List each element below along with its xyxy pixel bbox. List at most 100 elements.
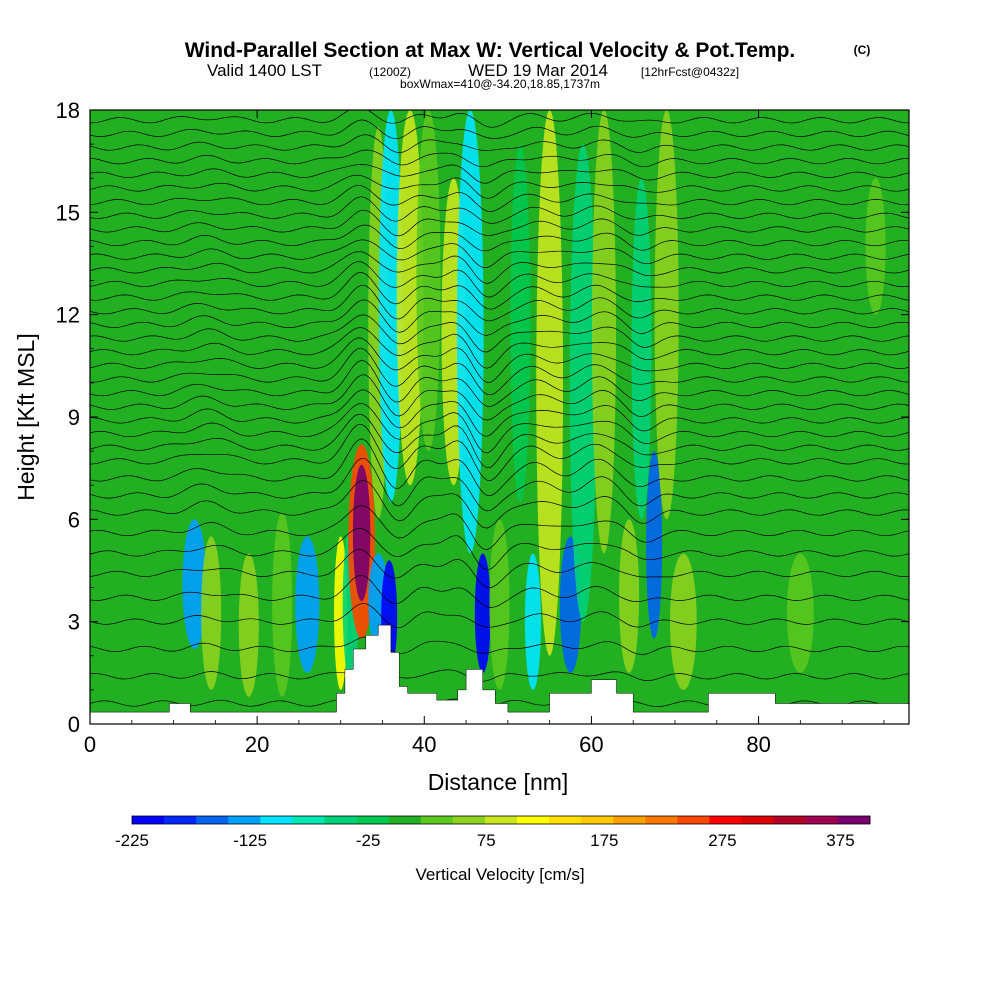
theta-contour [90,636,909,655]
velocity-cell [510,144,531,503]
x-tick-label: 20 [245,732,269,757]
y-tick-label: 15 [56,200,80,225]
colorbar-swatch [613,816,646,824]
chart-title: Wind-Parallel Section at Max W: Vertical… [185,39,796,62]
velocity-cell [865,178,886,315]
theta-contour [90,347,909,396]
theta-contour [90,272,909,310]
velocity-cell [352,464,371,602]
theta-contour [90,224,909,252]
theta-contour [90,528,909,571]
y-axis-label: Height [Kft MSL] [13,333,39,500]
y-tick-label: 12 [56,303,80,328]
theta-contour [90,209,909,237]
velocity-cell [646,451,663,639]
forecast-info: [12hrFcst@0432z] [641,65,739,79]
velocity-cell [536,110,564,656]
y-tick-label: 6 [68,507,80,532]
theta-contour [90,134,909,153]
theta-contour [90,299,909,336]
velocity-cell [272,512,293,697]
colorbar-swatch [356,816,390,824]
x-tick-label: 40 [412,732,436,757]
x-tick-label: 80 [746,732,770,757]
velocity-cell [654,110,679,520]
theta-contour [90,184,909,212]
theta-contour [90,438,909,496]
theta-contour [90,457,909,512]
theta-contour [90,119,909,140]
colorbar-swatch [228,816,261,824]
colorbar-swatch [741,816,775,824]
colorbar-tick-label: -225 [115,831,149,850]
colorbar-label: Vertical Velocity [cm/s] [415,865,584,884]
colorbar-tick-label: 375 [826,831,854,850]
colorbar-swatch [260,816,293,824]
theta-contour [90,603,909,629]
velocity-cell [631,178,652,520]
theta-contour [90,314,909,353]
colorbar-swatch [581,816,614,824]
theta-contour [90,374,909,421]
colorbar-swatch [645,816,678,824]
theta-contour [90,359,909,407]
theta-contour [90,251,909,284]
velocity-cell [378,110,403,503]
colorbar-swatch [837,816,871,824]
velocity-cell [456,110,484,554]
y-tick-label: 0 [68,712,80,737]
colorbar-frame [131,815,871,825]
colorbar-swatch [388,816,422,824]
theta-contour [90,480,909,529]
colorbar-tick-label: -25 [356,831,381,850]
colorbar-swatch [484,816,518,824]
colorbar-swatch [292,816,326,824]
velocity-cell [524,553,541,690]
colorbar-swatch [709,816,743,824]
theta-contour [90,149,909,168]
velocity-cell [669,553,697,690]
valid-date: WED 19 Mar 2014 [468,61,608,80]
y-tick-label: 3 [68,610,80,635]
theta-contour [90,423,909,481]
theta-contour [90,284,909,322]
theta-contour [90,669,909,682]
theta-contour [90,402,909,454]
colorbar-swatch [517,816,550,824]
colorbar-swatch [773,816,807,824]
copyright-mark: (C) [854,43,871,57]
colorbar-swatch [677,816,711,824]
theta-contour [90,549,909,588]
velocity-cell [295,536,320,673]
axes: 0 20 40 60 80 0 3 6 9 12 15 18 [56,98,909,757]
terrain [90,624,909,724]
colorbar-swatch [805,816,839,824]
theta-contour [90,174,909,199]
theta-contour [90,505,909,550]
box-max-info: boxWmax=410@-34.20,18.85,1737m [400,77,600,91]
potential-temperature-contours [90,110,909,709]
theta-contour [90,337,909,383]
x-tick-label: 60 [579,732,603,757]
theta-contour [90,575,909,608]
colorbar-tick-label: 175 [590,831,618,850]
theta-contour [90,413,909,469]
colorbar-swatch [132,816,165,824]
x-tick-label: 0 [84,732,96,757]
velocity-cell [786,553,814,673]
velocity-cell [591,110,616,554]
colorbar-swatch [420,816,454,824]
valid-utc: (1200Z) [369,65,411,79]
velocity-cell [396,110,424,486]
velocity-cell [728,110,756,469]
colorbar-swatch [452,816,486,824]
y-tick-label: 9 [68,405,80,430]
theta-contour [90,110,909,128]
velocity-cell [619,519,640,673]
colorbar-swatch [324,816,358,824]
y-tick-label: 18 [56,98,80,123]
velocity-cell [474,553,491,673]
x-axis-label: Distance [nm] [428,769,569,795]
colorbar-tick-label: 275 [708,831,736,850]
